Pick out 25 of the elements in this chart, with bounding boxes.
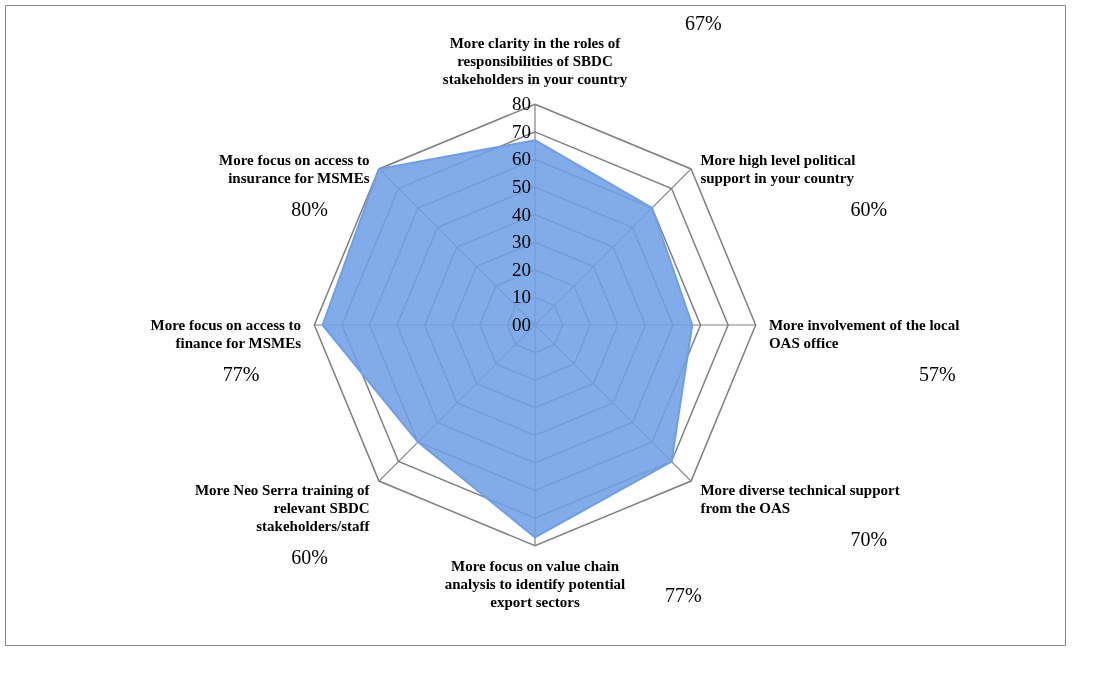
y-tick-label: 60 — [512, 148, 531, 170]
spoke-label: More clarity in the roles of responsibilities of SBDC stakeholders in your country — [442, 35, 628, 88]
text: 57% — [918, 363, 956, 385]
text: 67% — [685, 12, 722, 35]
spoke-label: More focus on access to finance for MSMEs — [150, 317, 302, 351]
text: 80% — [291, 197, 328, 220]
spoke-label: More Neo Serra training of relevant SBDC stakeholders/staff — [194, 482, 371, 535]
spoke-label: More focus on value chain analysis to identify potential export sectors — [444, 557, 626, 610]
y-tick-label: 80 — [512, 93, 531, 115]
y-tick-label: 30 — [512, 231, 531, 253]
text: 77% — [665, 583, 702, 606]
text: 60% — [850, 197, 888, 220]
y-tick-label: 00 — [512, 314, 531, 335]
spoke-label: More high level political support in your country — [700, 151, 856, 186]
y-tick-label: 20 — [512, 258, 531, 280]
y-tick-label: 70 — [512, 120, 531, 142]
spoke-label: More diverse technical support from the OAS — [700, 482, 900, 517]
text: 70% — [850, 528, 888, 551]
y-tick-label: 10 — [512, 286, 531, 308]
text: 60% — [291, 546, 328, 569]
y-tick-label: 40 — [512, 203, 531, 225]
spoke-label: More focus on access to insurance for MSMEs — [219, 151, 370, 186]
text: 77% — [222, 363, 260, 385]
spoke-label: More involvement of the local OAS office — [768, 317, 960, 351]
y-tick-label: 50 — [512, 176, 531, 198]
